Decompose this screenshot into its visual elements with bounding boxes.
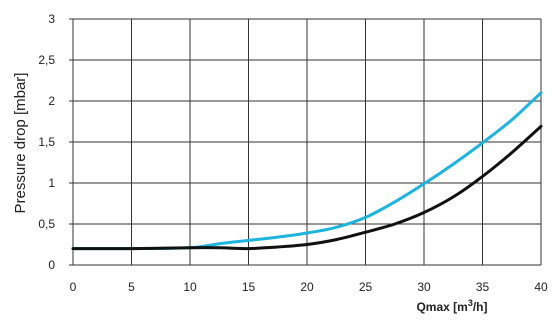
series-layer <box>71 91 543 251</box>
y-axis-ticks: 0 0,5 1 1,5 2 2,5 3 <box>38 12 55 272</box>
x-axis-label-main: Qmax [m <box>416 300 467 314</box>
y-tick-label: 1 <box>48 176 55 190</box>
y-tick-label: 0 <box>48 258 55 272</box>
x-tick-label: 5 <box>128 280 135 294</box>
y-tick-label: 1,5 <box>38 135 55 149</box>
x-axis-ticks: 0 5 10 15 20 25 30 35 40 <box>70 280 548 294</box>
x-tick-label: 35 <box>476 280 490 294</box>
y-tick-label: 2 <box>48 94 55 108</box>
x-tick-label: 10 <box>183 280 197 294</box>
grid <box>69 18 542 266</box>
y-axis-label: Pressure drop [mbar] <box>12 73 29 214</box>
x-tick-label: 0 <box>70 280 77 294</box>
y-tick-label: 3 <box>48 12 55 26</box>
x-axis-label: Qmax [m3/h] <box>416 298 487 314</box>
x-tick-label: 30 <box>417 280 431 294</box>
x-axis-label-superscript: 3 <box>468 298 473 308</box>
x-axis-label-tail: /h] <box>473 300 488 314</box>
series-line-2 <box>71 124 543 251</box>
x-tick-label: 15 <box>242 280 256 294</box>
y-tick-label: 2,5 <box>38 53 55 67</box>
x-tick-label: 25 <box>359 280 373 294</box>
x-tick-label: 20 <box>300 280 314 294</box>
y-tick-label: 0,5 <box>38 217 55 231</box>
x-tick-label: 40 <box>534 280 548 294</box>
